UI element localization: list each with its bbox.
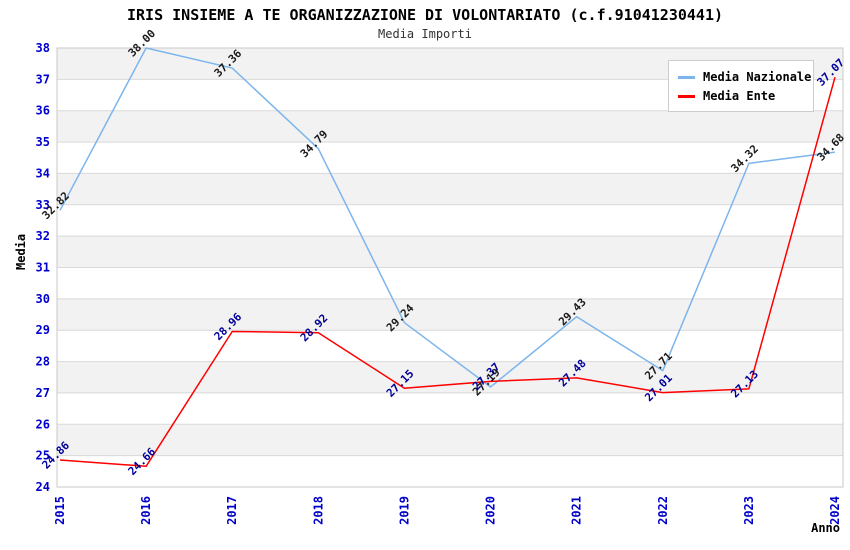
svg-text:2017: 2017 [225,496,239,525]
svg-text:2022: 2022 [656,496,670,525]
svg-text:30: 30 [36,292,50,306]
svg-text:2024: 2024 [828,496,842,525]
svg-text:2023: 2023 [742,496,756,525]
x-axis-title: Anno [811,521,840,535]
line-swatch-nazionale-icon [678,75,695,79]
svg-text:2020: 2020 [484,496,498,525]
line-swatch-ente-icon [678,94,695,98]
svg-text:32: 32 [36,229,50,243]
svg-text:38: 38 [36,41,50,55]
svg-text:36: 36 [36,104,50,118]
svg-text:2016: 2016 [139,496,153,525]
legend-label-media-nazionale: Media Nazionale [703,70,812,84]
svg-text:33: 33 [36,198,50,212]
legend: Media Nazionale Media Ente [668,60,814,112]
svg-text:34: 34 [36,166,50,180]
svg-text:2018: 2018 [311,496,325,525]
legend-label-media-ente: Media Ente [703,89,776,103]
svg-text:26: 26 [36,417,50,431]
svg-text:2015: 2015 [53,496,67,525]
chart-subtitle: Media Importi [378,27,472,41]
svg-text:31: 31 [36,261,50,275]
svg-text:24: 24 [36,480,50,494]
svg-text:27: 27 [36,386,50,400]
svg-text:2021: 2021 [570,496,584,525]
svg-text:37: 37 [36,72,50,86]
y-axis-title: Media [14,233,28,270]
svg-text:28: 28 [36,355,50,369]
svg-text:35: 35 [36,135,50,149]
legend-item-media-ente: Media Ente [678,89,804,103]
svg-text:25: 25 [36,449,50,463]
chart-title: IRIS INSIEME A TE ORGANIZZAZIONE DI VOLO… [126,6,724,24]
svg-text:29: 29 [36,323,50,337]
legend-item-media-nazionale: Media Nazionale [678,70,811,84]
svg-text:2019: 2019 [397,496,411,525]
